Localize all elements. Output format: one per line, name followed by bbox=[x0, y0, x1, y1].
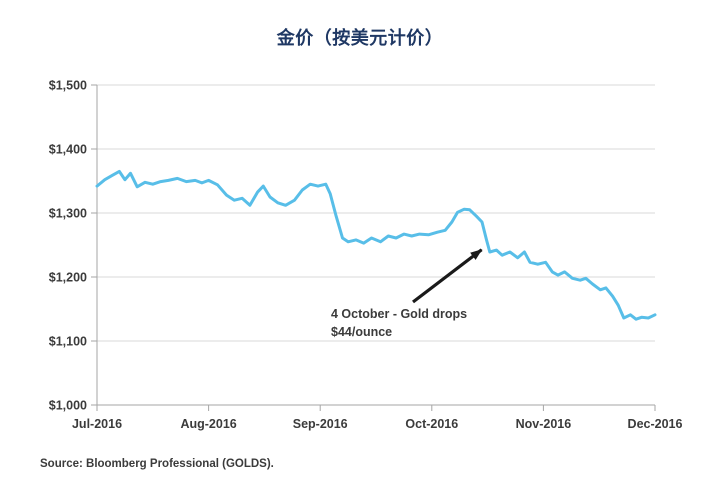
y-tick-label: $1,000 bbox=[49, 399, 87, 413]
annotation-line2: $44/ounce bbox=[331, 325, 393, 339]
x-tick-label: Dec-2016 bbox=[628, 417, 683, 431]
axes bbox=[91, 84, 656, 411]
annotation-label: 4 October - Gold drops $44/ounce bbox=[331, 305, 467, 341]
y-axis-labels: $1,000 $1,100 $1,200 $1,300 $1,400 $1,500 bbox=[49, 79, 87, 413]
y-tick-label: $1,200 bbox=[49, 271, 87, 285]
source-note: Source: Bloomberg Professional (GOLDS). bbox=[40, 458, 274, 470]
annotation-arrow bbox=[412, 248, 483, 304]
x-tick-label: Oct-2016 bbox=[405, 417, 458, 431]
x-tick-label: Aug-2016 bbox=[180, 417, 236, 431]
annotation-line1: 4 October - Gold drops bbox=[331, 307, 468, 321]
chart-title: 金价（按美元计价） bbox=[276, 28, 444, 48]
price-line-series bbox=[95, 169, 657, 321]
gridlines bbox=[97, 84, 655, 406]
y-tick-label: $1,400 bbox=[49, 143, 87, 157]
y-tick-label: $1,100 bbox=[49, 335, 87, 349]
x-tick-label: Sep-2016 bbox=[293, 417, 348, 431]
x-axis-labels: Jul-2016 Aug-2016 Sep-2016 Oct-2016 Nov-2016… bbox=[72, 417, 683, 431]
y-tick-label: $1,500 bbox=[49, 79, 87, 93]
y-tick-label: $1,300 bbox=[49, 207, 87, 221]
x-tick-label: Jul-2016 bbox=[72, 417, 122, 431]
x-tick-label: Nov-2016 bbox=[516, 417, 572, 431]
